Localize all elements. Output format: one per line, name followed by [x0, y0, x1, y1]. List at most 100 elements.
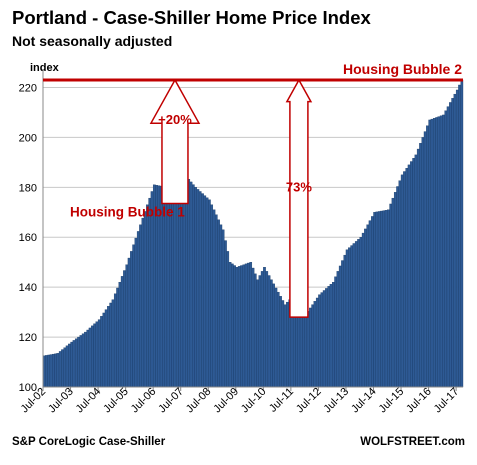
bar: [410, 161, 413, 388]
x-tick-label: Jul-04: [74, 386, 104, 416]
bar: [444, 110, 448, 388]
y-tick-label: 180: [19, 182, 37, 194]
x-tick-label: Jul-07: [156, 386, 186, 416]
axes: [42, 69, 463, 388]
x-tick-label: Jul-13: [322, 386, 352, 416]
bar: [54, 353, 57, 388]
bar: [244, 263, 248, 388]
bar: [306, 311, 310, 388]
bar: [451, 98, 454, 388]
bubble1-label: Housing Bubble 1: [70, 204, 185, 219]
bar: [228, 262, 232, 388]
bar: [49, 354, 53, 388]
bar: [237, 266, 241, 388]
bar: [389, 203, 393, 388]
bar: [302, 311, 305, 388]
bar: [212, 209, 216, 388]
bar: [329, 284, 333, 388]
bar: [214, 214, 218, 388]
bar: [107, 306, 110, 388]
x-tick-label: Jul-05: [101, 386, 131, 416]
bar: [387, 209, 390, 388]
bar: [391, 197, 395, 388]
bar: [224, 240, 227, 388]
bar: [309, 307, 312, 388]
bar: [318, 294, 321, 388]
bar: [366, 224, 370, 388]
bar: [150, 191, 154, 388]
bar: [136, 231, 140, 388]
bar: [111, 299, 115, 388]
bar: [203, 195, 207, 388]
bar: [446, 106, 450, 388]
bar: [359, 237, 363, 388]
bar: [93, 323, 96, 388]
bar: [396, 186, 399, 388]
bar: [382, 210, 386, 388]
bar: [400, 174, 404, 388]
bar: [198, 191, 202, 388]
bar: [217, 219, 220, 388]
y-tick-label: 200: [19, 132, 37, 144]
bar: [348, 247, 351, 388]
bar: [315, 297, 319, 388]
bar: [141, 217, 145, 388]
bar: [113, 293, 117, 388]
bar: [332, 281, 335, 388]
bar: [393, 192, 397, 388]
bar: [95, 321, 99, 388]
bar: [91, 325, 94, 388]
bar: [281, 300, 285, 388]
y-tick-label: 120: [19, 332, 37, 344]
bar: [455, 89, 459, 388]
bar: [65, 345, 69, 388]
x-tick-labels: Jul-02Jul-03Jul-04Jul-05Jul-06Jul-07Jul-…: [19, 386, 462, 416]
annotations: Housing Bubble 2 +20% 73% Housing Bubble 1: [43, 61, 463, 318]
bar: [311, 304, 314, 388]
bar: [231, 263, 234, 388]
bar: [458, 84, 461, 388]
x-tick-label: Jul-03: [46, 386, 76, 416]
bar: [416, 148, 420, 388]
bar-series: [42, 79, 464, 388]
x-tick-label: Jul-15: [377, 386, 407, 416]
bar: [428, 119, 432, 388]
bar: [70, 341, 74, 388]
x-tick-label: Jul-08: [184, 386, 214, 416]
bar: [435, 117, 438, 388]
bar: [148, 197, 152, 388]
bar: [272, 283, 275, 388]
bar: [210, 204, 214, 388]
watermark-label: WOLFSTREET.com: [360, 436, 465, 448]
bar: [196, 189, 200, 388]
bar: [276, 291, 280, 388]
bar: [405, 168, 409, 388]
bar: [286, 301, 289, 388]
bar: [345, 249, 349, 388]
bar: [263, 267, 266, 388]
bar: [253, 273, 257, 388]
bar: [97, 319, 101, 388]
bar: [398, 180, 402, 388]
bar: [256, 279, 259, 388]
bar: [219, 224, 223, 388]
bar: [460, 79, 464, 388]
x-tick-label: Jul-11: [267, 386, 296, 415]
bar: [127, 257, 131, 388]
x-tick-label: Jul-12: [294, 386, 324, 416]
bar: [336, 271, 340, 388]
bar: [201, 193, 204, 388]
bar: [116, 287, 119, 388]
bar: [205, 197, 209, 388]
bar: [439, 115, 443, 388]
bar: [260, 271, 264, 388]
bar: [123, 270, 126, 388]
bar: [251, 267, 255, 388]
x-tick-label: Jul-14: [349, 386, 379, 416]
bar: [274, 287, 278, 388]
bar: [377, 211, 381, 388]
bar: [325, 288, 328, 388]
bar: [61, 349, 64, 388]
bar: [72, 340, 76, 388]
